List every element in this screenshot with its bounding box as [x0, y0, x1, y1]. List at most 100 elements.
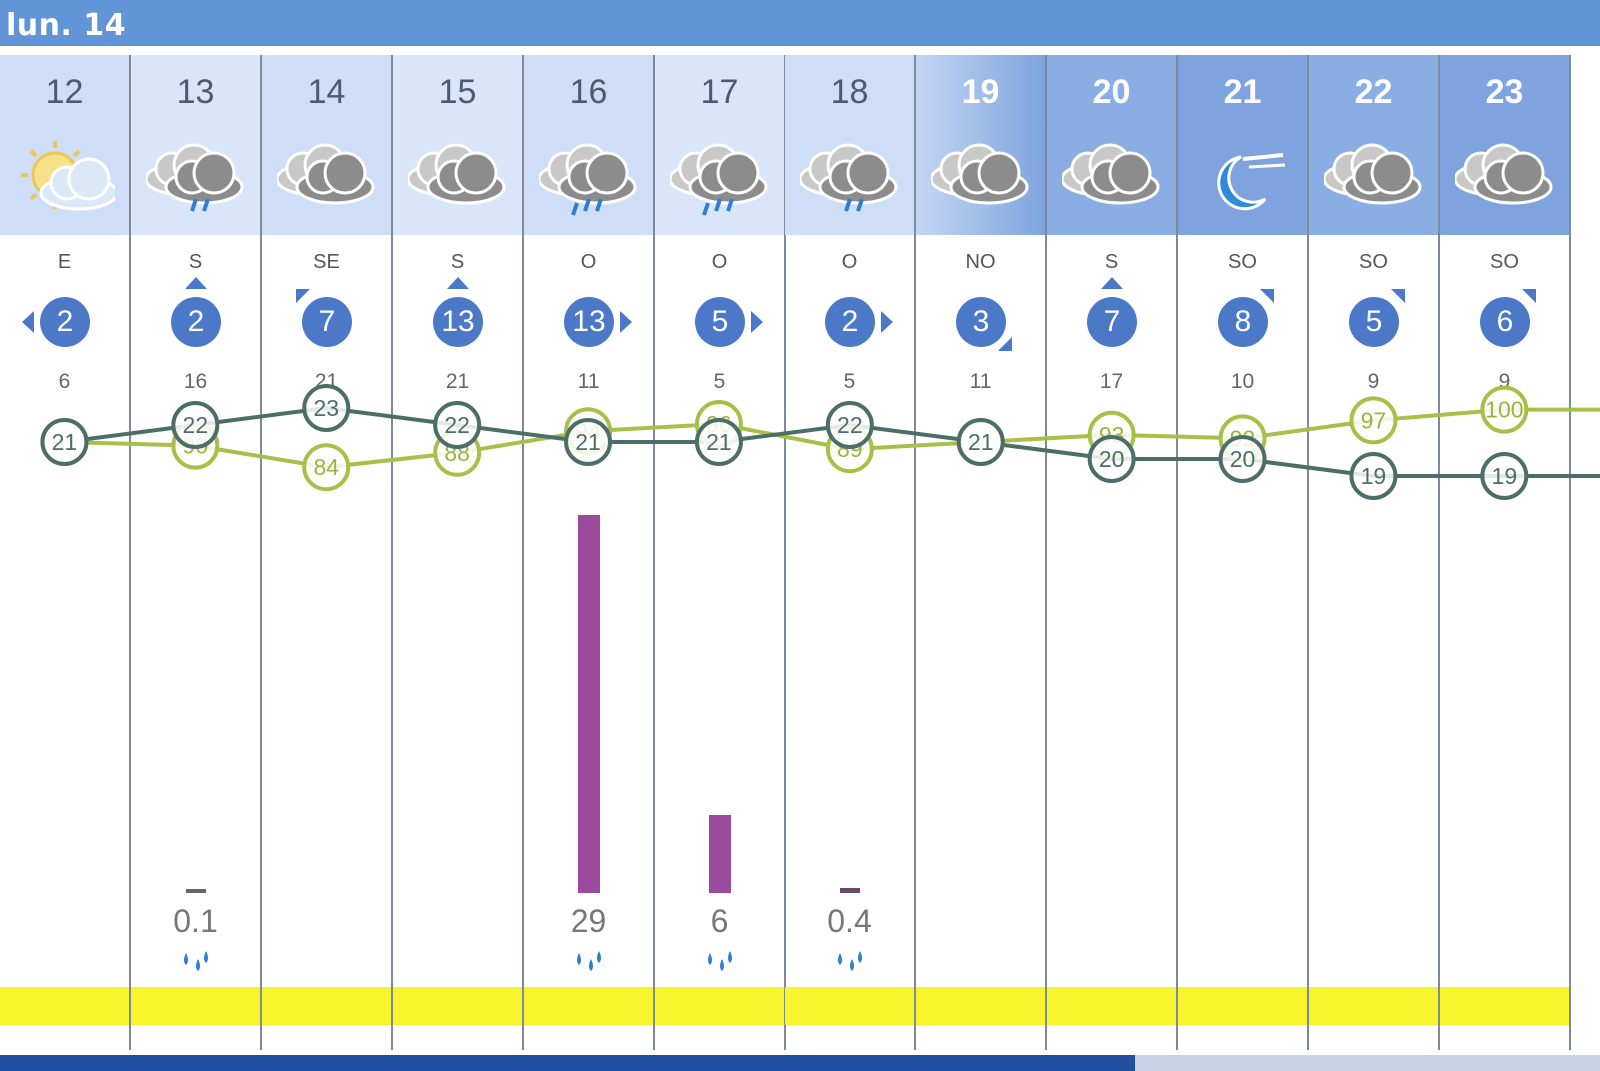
- precipitation-value: 0.1: [173, 903, 218, 939]
- day-column: 15 S 13 21: [393, 55, 524, 1050]
- precipitation-value: 6: [710, 903, 729, 939]
- precipitation-bar: [186, 889, 207, 893]
- uv-band: [1309, 987, 1438, 1025]
- wind-speed-badge: 13: [564, 297, 614, 347]
- wind-direction: SO: [1490, 251, 1519, 273]
- wind-direction: S: [450, 251, 465, 273]
- day-number: 16: [569, 73, 608, 111]
- wind-arrow-icon: [1101, 277, 1123, 289]
- forecast-grid: 12 E 2 6 13 S 2 16 0.1 14 SE 7 21 15 S 13 21 16 O 13 11 29 17 O…: [0, 55, 1600, 1050]
- day-column: 22 SO 5 9: [1309, 55, 1440, 1050]
- wind-gust: 21: [445, 370, 470, 393]
- day-number: 21: [1223, 73, 1262, 111]
- uv-band: [393, 987, 522, 1025]
- wind-gust: 17: [1099, 370, 1124, 393]
- rain-drops-icon: [838, 951, 862, 971]
- wind-gust: 6: [58, 370, 71, 393]
- storm-cloud-icon: [800, 143, 898, 212]
- day-number: 14: [307, 73, 346, 111]
- rain-cloud-icon: [670, 143, 768, 216]
- day-number: 18: [830, 73, 869, 111]
- wind-speed-badge: 5: [695, 297, 745, 347]
- uv-band: [655, 987, 784, 1025]
- wind-direction: O: [580, 251, 597, 273]
- wind-direction: S: [1104, 251, 1119, 273]
- wind-speed-badge: 2: [171, 297, 221, 347]
- date-title: lun. 14: [6, 8, 127, 43]
- wind-direction: SE: [313, 251, 340, 273]
- wind-gust: 9: [1498, 370, 1511, 393]
- sun-cloud-icon: [21, 141, 115, 211]
- wind-speed-badge: 5: [1349, 297, 1399, 347]
- day-number: 23: [1485, 73, 1524, 111]
- uv-band: [916, 987, 1045, 1025]
- wind-arrow-icon: [998, 337, 1012, 351]
- uv-band: [0, 987, 129, 1025]
- wind-direction: O: [711, 251, 728, 273]
- cloud-icon: [408, 143, 506, 205]
- day-column: 18 O 2 5 0.4: [785, 55, 916, 1050]
- day-column: 17 O 5 5 6: [655, 55, 786, 1050]
- wind-gust: 10: [1230, 370, 1255, 393]
- day-column: 23 SO 6 9: [1440, 55, 1571, 1050]
- uv-band: [131, 987, 260, 1025]
- precipitation-bar: [840, 887, 861, 893]
- uv-band: [785, 987, 914, 1025]
- wind-arrow-icon: [881, 311, 893, 333]
- day-number: 19: [961, 73, 1000, 111]
- day-number: 20: [1092, 73, 1131, 111]
- precipitation-value: 29: [570, 903, 607, 939]
- wind-speed-badge: 3: [956, 297, 1006, 347]
- wind-speed-badge: 6: [1480, 297, 1530, 347]
- wind-speed-badge: 2: [825, 297, 875, 347]
- storm-cloud-icon: [146, 143, 244, 212]
- wind-arrow-icon: [1260, 289, 1274, 303]
- wind-speed-badge: 2: [40, 297, 90, 347]
- wind-speed-badge: 7: [302, 297, 352, 347]
- wind-gust: 11: [969, 370, 992, 393]
- uv-band: [1178, 987, 1307, 1025]
- rain-drops-icon: [577, 951, 601, 971]
- rain-cloud-icon: [539, 143, 637, 216]
- wind-speed-badge: 13: [433, 297, 483, 347]
- day-column: 19 NO 3 11: [916, 55, 1047, 1050]
- wind-arrow-icon: [620, 311, 632, 333]
- day-column: 20 S 7 17: [1047, 55, 1178, 1050]
- cloud-icon: [1455, 143, 1553, 205]
- scrollbar-thumb[interactable]: [0, 1055, 1135, 1071]
- cloud-icon: [277, 143, 375, 205]
- day-number: 22: [1354, 73, 1393, 111]
- precipitation-bar: [578, 515, 601, 893]
- wind-direction: O: [841, 251, 858, 273]
- day-number: 15: [438, 73, 477, 111]
- wind-gust: 16: [183, 370, 208, 393]
- day-number: 12: [45, 73, 84, 111]
- wind-direction: S: [188, 251, 203, 273]
- cloud-icon: [1324, 143, 1422, 205]
- day-column: 14 SE 7 21: [262, 55, 393, 1050]
- uv-band: [1047, 987, 1176, 1025]
- day-column: 21 SO 8 10: [1178, 55, 1309, 1050]
- wind-gust: 5: [713, 370, 726, 393]
- wind-speed-badge: 8: [1218, 297, 1268, 347]
- day-number: 17: [700, 73, 739, 111]
- wind-direction: NO: [965, 251, 996, 273]
- wind-direction: E: [57, 251, 72, 273]
- wind-gust: 11: [577, 370, 600, 393]
- date-header: lun. 14: [0, 0, 1600, 46]
- precipitation-bar: [709, 814, 732, 893]
- wind-arrow-icon: [296, 289, 310, 303]
- rain-drops-icon: [184, 951, 208, 971]
- cloud-icon: [1062, 143, 1160, 205]
- wind-direction: SO: [1228, 251, 1257, 273]
- cloud-icon: [931, 143, 1029, 205]
- moon-icon: [1217, 153, 1286, 211]
- wind-arrow-icon: [185, 277, 207, 289]
- day-number: 13: [176, 73, 215, 111]
- wind-gust: 9: [1367, 370, 1380, 393]
- uv-band: [1440, 987, 1569, 1025]
- day-column: 13 S 2 16 0.1: [131, 55, 262, 1050]
- wind-speed-badge: 7: [1087, 297, 1137, 347]
- day-column: 12 E 2 6: [0, 55, 131, 1050]
- precipitation-value: 0.4: [827, 903, 872, 939]
